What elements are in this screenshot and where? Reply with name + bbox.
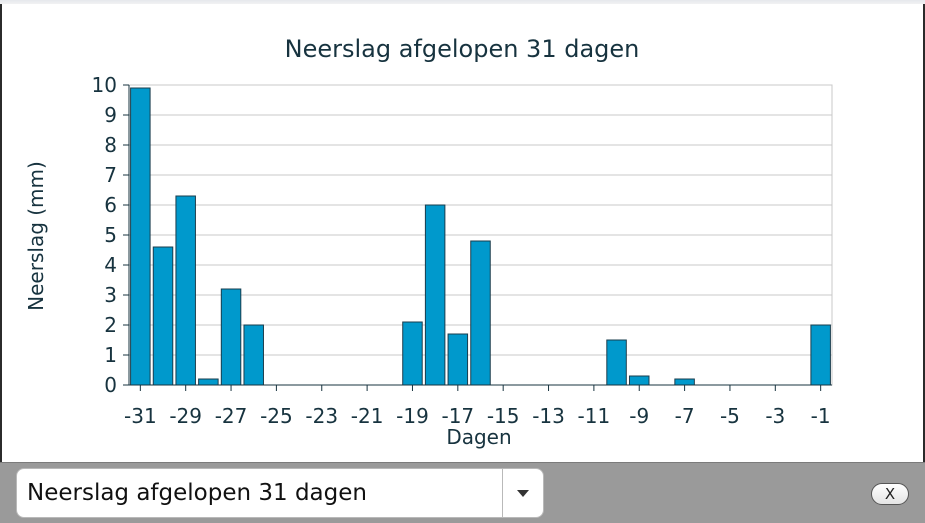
y-tick-label: 9 bbox=[104, 103, 117, 127]
x-tick-label: -31 bbox=[124, 404, 157, 428]
x-tick-label: -17 bbox=[441, 404, 474, 428]
bar-day-minus-31 bbox=[130, 87, 151, 386]
bar-day-minus-18 bbox=[424, 204, 446, 386]
y-tick-label: 3 bbox=[104, 283, 117, 307]
bar-day-minus-19 bbox=[402, 321, 423, 386]
y-tick-label: 6 bbox=[104, 193, 117, 217]
chart-selector-value: Neerslag afgelopen 31 dagen bbox=[27, 480, 367, 506]
x-tick-label: -9 bbox=[629, 404, 649, 428]
x-tick-label: -13 bbox=[532, 404, 565, 428]
bar-day-minus-28 bbox=[198, 378, 219, 386]
x-tick-label: -21 bbox=[351, 404, 384, 428]
y-tick-label: 8 bbox=[104, 133, 117, 157]
x-tick-label: -27 bbox=[215, 404, 248, 428]
bar-day-minus-9 bbox=[628, 375, 650, 386]
bar-day-minus-7 bbox=[674, 378, 695, 386]
y-tick-label: 1 bbox=[104, 343, 117, 367]
bar-day-minus-10 bbox=[606, 339, 627, 386]
x-tick-label: -1 bbox=[811, 404, 831, 428]
bar-day-minus-30 bbox=[152, 246, 174, 386]
chart-selector-dropdown[interactable]: Neerslag afgelopen 31 dagen bbox=[16, 468, 544, 518]
bar-day-minus-27 bbox=[220, 288, 242, 386]
x-tick-label: -11 bbox=[578, 404, 611, 428]
x-tick-label: -5 bbox=[720, 404, 740, 428]
x-tick-label: -7 bbox=[675, 404, 695, 428]
y-tick-label: 7 bbox=[104, 163, 117, 187]
y-tick-label: 4 bbox=[104, 253, 117, 277]
bar-day-minus-16 bbox=[470, 240, 491, 386]
bottom-bar: Neerslag afgelopen 31 dagen X bbox=[0, 462, 925, 523]
x-tick-label: -3 bbox=[765, 404, 785, 428]
x-axis-title: Dagen bbox=[446, 425, 511, 449]
y-tick-label: 10 bbox=[92, 73, 117, 97]
y-tick-label: 5 bbox=[104, 223, 117, 247]
chart-title: Neerslag afgelopen 31 dagen bbox=[285, 35, 640, 63]
x-tick-label: -15 bbox=[487, 404, 520, 428]
x-tick-label: -29 bbox=[169, 404, 202, 428]
bar-day-minus-26 bbox=[243, 324, 264, 386]
x-tick-label: -23 bbox=[305, 404, 338, 428]
y-axis-title: Neerslag (mm) bbox=[24, 161, 48, 311]
x-tick-label: -19 bbox=[396, 404, 429, 428]
close-button[interactable]: X bbox=[871, 483, 909, 505]
top-strip bbox=[0, 0, 925, 6]
chevron-down-icon[interactable] bbox=[502, 469, 543, 517]
bar-day-minus-29 bbox=[175, 195, 196, 386]
x-tick-label: -25 bbox=[260, 404, 293, 428]
bar-day-minus-1 bbox=[810, 324, 831, 386]
chart-panel: 0 1 2 3 4 5 6 7 8 9 10 -31 -29 -27 -25 -23 -21 -19 -17 -15-… bbox=[0, 4, 925, 462]
y-tick-label: 0 bbox=[104, 373, 117, 397]
bar-day-minus-17 bbox=[447, 333, 469, 386]
y-tick-label: 2 bbox=[104, 313, 117, 337]
